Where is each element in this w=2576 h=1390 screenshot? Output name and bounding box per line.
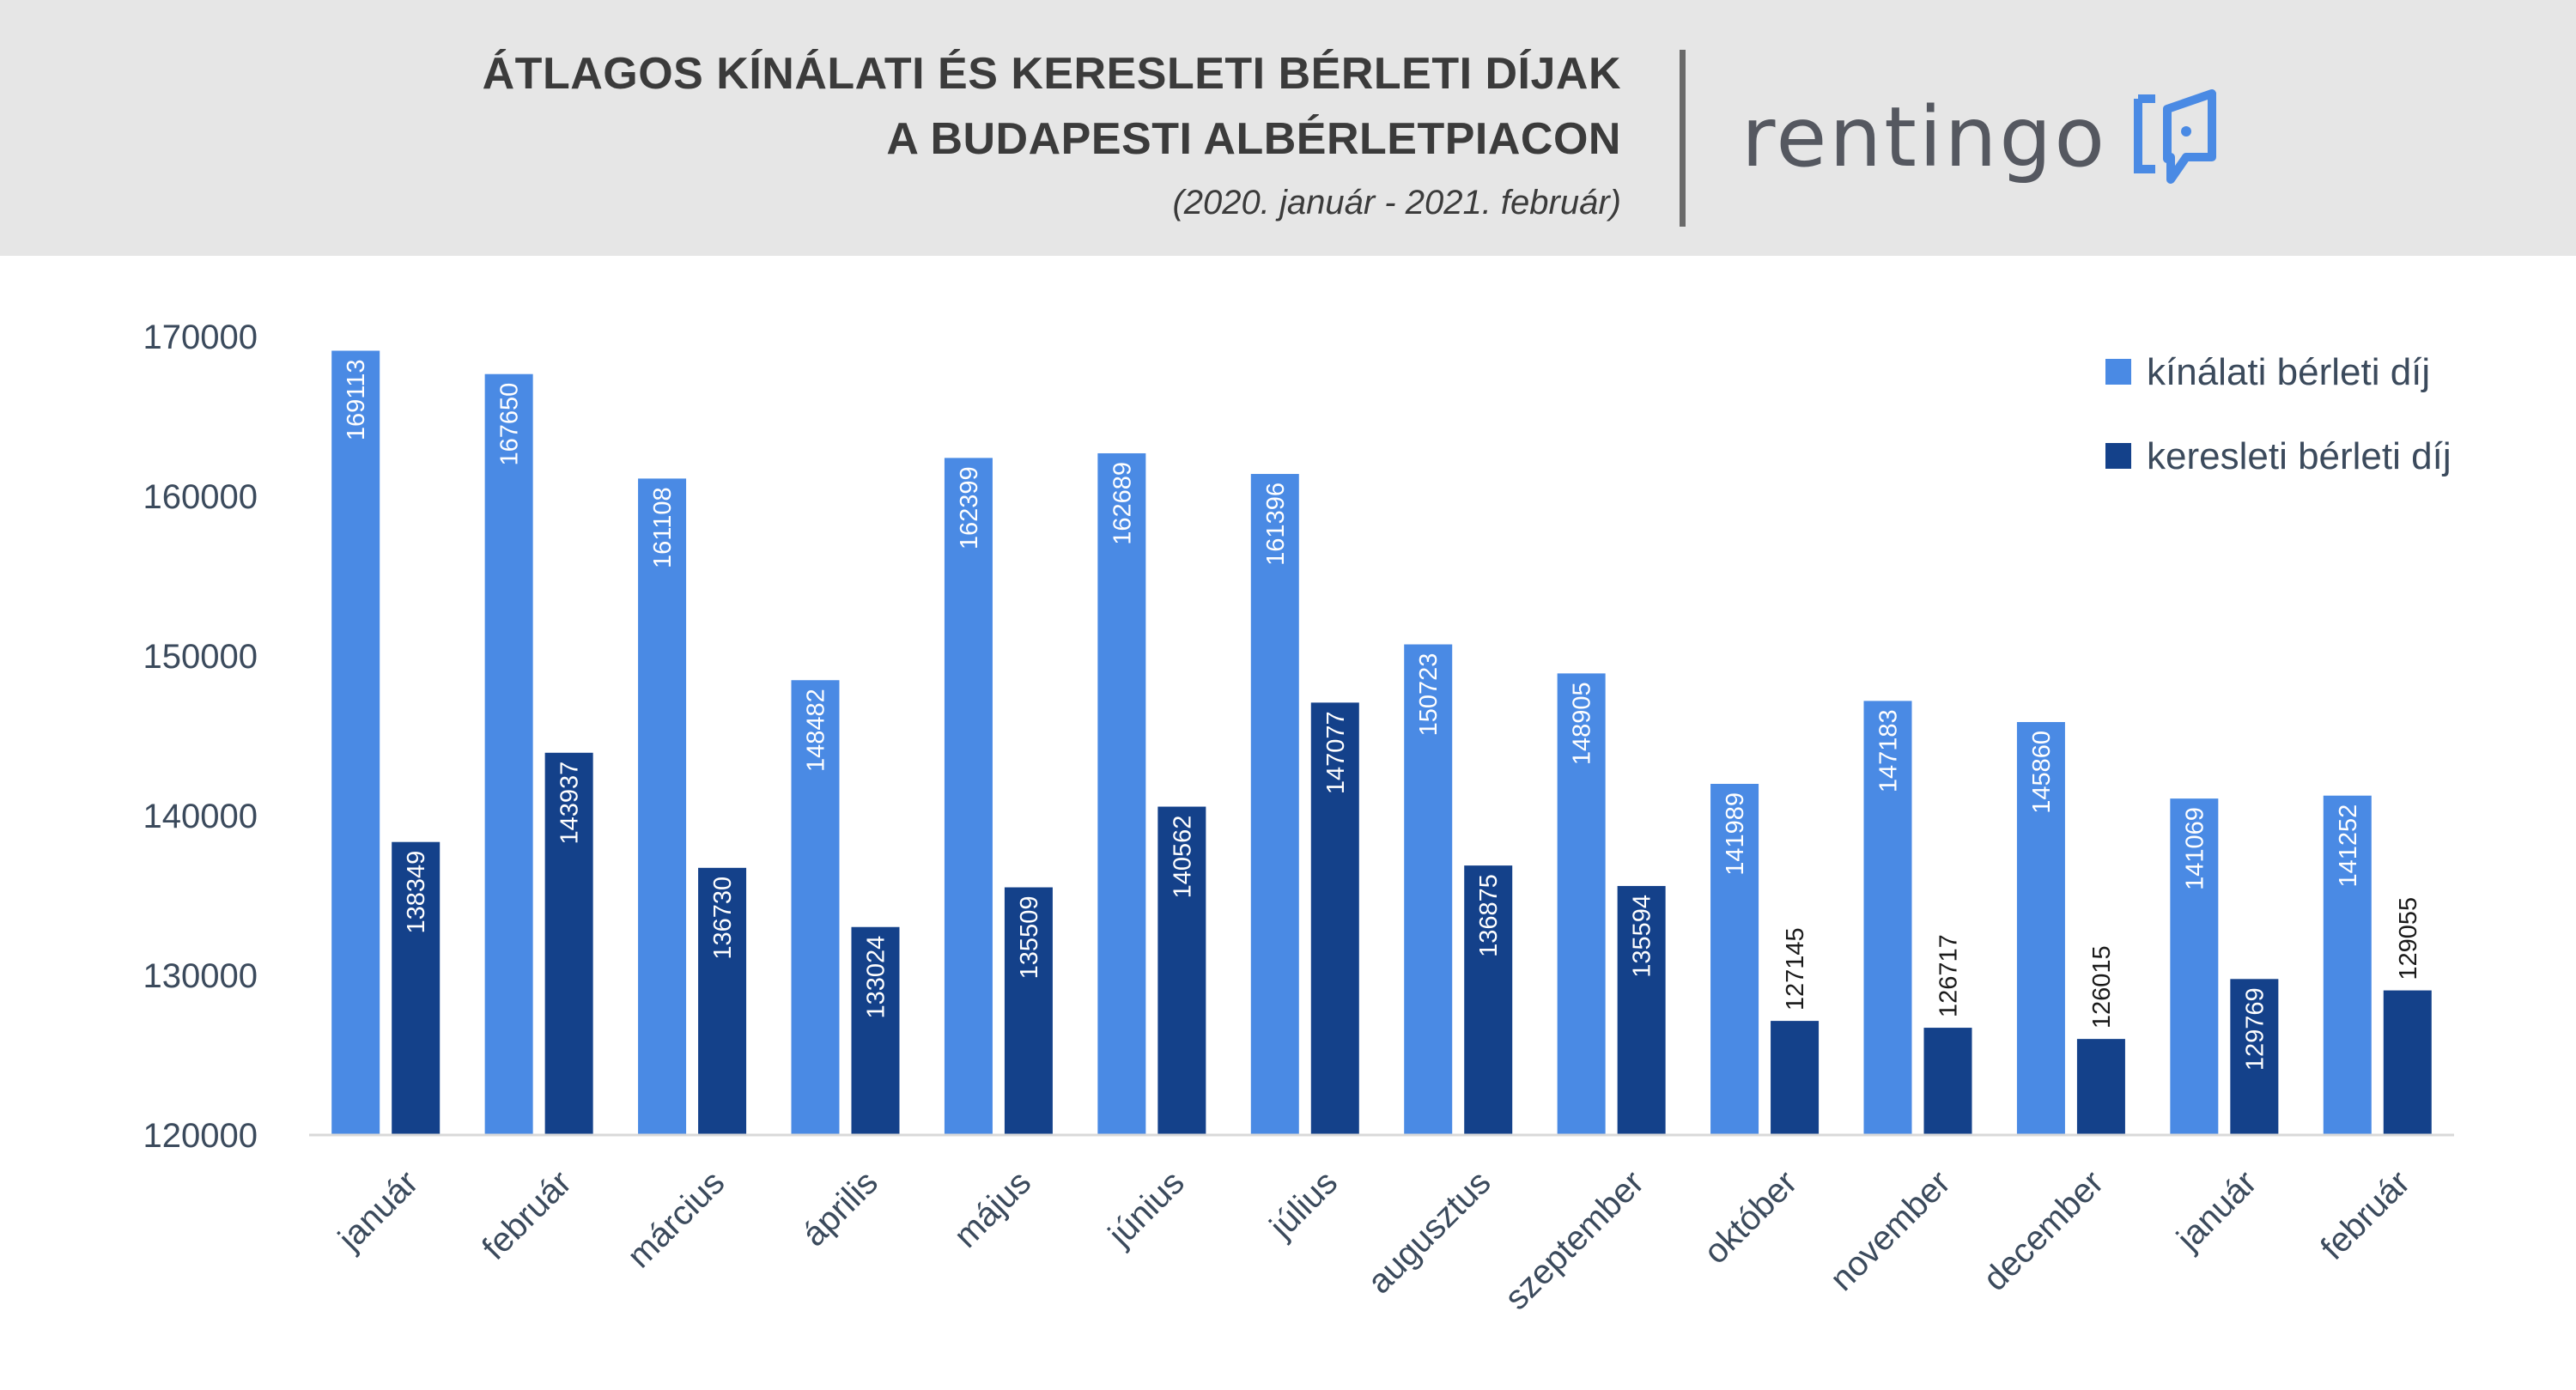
header-banner: ÁTLAGOS KÍNÁLATI ÉS KERESLETI BÉRLETI DÍ… <box>0 0 2576 256</box>
demand-rent-data-label: 140562 <box>1169 816 1196 899</box>
x-category-label: augusztus <box>1361 1163 1498 1301</box>
offer-rent-bar <box>331 350 380 1136</box>
demand-rent-bar <box>2383 990 2432 1135</box>
demand-rent-data-label: 136730 <box>709 877 737 960</box>
chart-title-line-2: A BUDAPESTI ALBÉRLETPIACON <box>886 114 1621 164</box>
offer-rent-data-label: 150723 <box>1415 653 1443 737</box>
offer-rent-bar <box>791 680 840 1135</box>
offer-rent-bar <box>1404 644 1453 1135</box>
chart-subtitle: (2020. január - 2021. február) <box>1172 184 1621 222</box>
offer-rent-data-label: 147183 <box>1875 709 1903 792</box>
demand-rent-data-label: 135509 <box>1016 896 1043 980</box>
demand-rent-data-label: 129055 <box>2395 897 2422 980</box>
offer-rent-bar <box>2323 795 2372 1135</box>
y-tick-label: 160000 <box>143 478 258 516</box>
offer-rent-bar <box>1557 673 1606 1135</box>
demand-rent-data-label: 127145 <box>1782 927 1809 1011</box>
demand-rent-data-label: 133024 <box>863 936 890 1019</box>
header-divider <box>1680 50 1686 227</box>
legend-entry: kínálati bérleti díj <box>2147 351 2430 393</box>
demand-rent-bar <box>1771 1021 1820 1135</box>
demand-rent-data-label: 143937 <box>556 762 584 845</box>
title-block: ÁTLAGOS KÍNÁLATI ÉS KERESLETI BÉRLETI DÍ… <box>483 41 1621 230</box>
demand-rent-data-label: 135594 <box>1629 895 1656 978</box>
x-category-label: április <box>795 1163 885 1253</box>
offer-rent-data-label: 161108 <box>649 487 677 568</box>
x-category-label: május <box>947 1163 1039 1255</box>
legend-entry: keresleti bérleti díj <box>2147 435 2451 477</box>
legend-swatch <box>2105 359 2131 385</box>
x-category-label: február <box>475 1163 579 1267</box>
offer-rent-data-label: 148905 <box>1569 682 1596 765</box>
offer-rent-data-label: 162689 <box>1109 462 1136 545</box>
demand-rent-data-label: 138349 <box>403 851 430 934</box>
demand-rent-bar <box>544 752 593 1135</box>
demand-rent-data-label: 147077 <box>1322 711 1350 794</box>
offer-rent-bar <box>638 478 687 1135</box>
x-category-label: január <box>331 1163 425 1258</box>
demand-rent-data-label: 126717 <box>1935 934 1963 1017</box>
offer-rent-bar <box>1710 784 1759 1135</box>
y-tick-label: 150000 <box>143 638 258 676</box>
offer-rent-data-label: 141989 <box>1722 792 1749 876</box>
x-category-label: június <box>1101 1163 1192 1254</box>
offer-rent-data-label: 141252 <box>2335 804 2362 888</box>
y-tick-label: 130000 <box>143 957 258 995</box>
offer-rent-bar <box>1863 701 1912 1135</box>
offer-rent-bar <box>2170 798 2219 1135</box>
x-category-label: szeptember <box>1498 1163 1651 1317</box>
logo-text: rentingo <box>1741 89 2108 185</box>
x-category-label: március <box>620 1163 732 1275</box>
legend-swatch <box>2105 443 2131 469</box>
y-tick-label: 120000 <box>143 1117 258 1155</box>
y-tick-label: 140000 <box>143 798 258 835</box>
offer-rent-bar <box>484 373 533 1135</box>
demand-rent-bar <box>1617 885 1666 1135</box>
demand-rent-bar <box>392 841 440 1135</box>
x-category-label: július <box>1262 1163 1345 1246</box>
door-speech-bubble-icon <box>2134 89 2217 184</box>
offer-rent-data-label: 167650 <box>496 383 524 466</box>
demand-rent-bar <box>1310 702 1359 1135</box>
x-category-label: december <box>1976 1163 2111 1298</box>
demand-rent-bar <box>2076 1039 2125 1135</box>
demand-rent-bar <box>1004 887 1053 1135</box>
x-category-label: január <box>2169 1163 2263 1258</box>
demand-rent-data-label: 129769 <box>2241 987 2269 1071</box>
chart-title-line-1: ÁTLAGOS KÍNÁLATI ÉS KERESLETI BÉRLETI DÍ… <box>482 49 1621 99</box>
demand-rent-bar <box>1464 865 1513 1135</box>
offer-rent-bar <box>1250 474 1299 1135</box>
demand-rent-bar <box>1923 1028 1972 1135</box>
x-axis: január február március április május június jú… <box>309 1133 2454 1317</box>
demand-rent-bar <box>851 926 900 1135</box>
rentingo-logo: rentingo <box>1741 86 2229 189</box>
demand-rent-data-label: 136875 <box>1475 874 1503 957</box>
bar-chart: 120000 130000 140000 150000 160000 170000 169… <box>143 319 2454 1317</box>
offer-rent-data-label: 169113 <box>343 359 370 440</box>
x-category-label: október <box>1697 1163 1804 1271</box>
offer-rent-data-label: 161396 <box>1262 483 1290 566</box>
bar-series-group: 169113 138349 167650 143937 161108 136730 1484… <box>331 350 2432 1136</box>
demand-rent-bar <box>1157 806 1206 1135</box>
offer-rent-bar <box>1097 452 1146 1135</box>
offer-rent-data-label: 162399 <box>956 466 983 549</box>
demand-rent-bar <box>2230 979 2279 1135</box>
y-tick-label: 170000 <box>143 319 258 356</box>
x-category-label: február <box>2313 1163 2417 1267</box>
demand-rent-data-label: 126015 <box>2088 945 2116 1029</box>
offer-rent-data-label: 148482 <box>803 689 830 772</box>
offer-rent-data-label: 141069 <box>2181 807 2208 890</box>
demand-rent-bar <box>698 867 747 1135</box>
x-category-label: november <box>1823 1163 1958 1298</box>
offer-rent-bar <box>944 458 993 1135</box>
offer-rent-data-label: 145860 <box>2028 731 2056 814</box>
y-axis: 120000 130000 140000 150000 160000 170000 <box>143 319 258 1155</box>
legend: kínálati bérleti díj keresleti bérleti dí… <box>2105 351 2451 477</box>
offer-rent-bar <box>2016 722 2065 1135</box>
